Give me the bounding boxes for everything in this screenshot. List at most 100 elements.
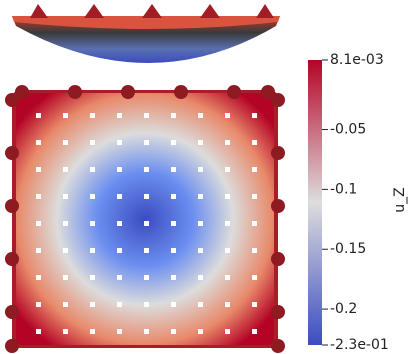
node (252, 194, 257, 199)
node (171, 221, 176, 226)
colorbar-tick-label: -0.1 (330, 181, 357, 197)
node (252, 140, 257, 145)
node (36, 302, 41, 307)
colorbar-tick-label: -0.15 (330, 241, 366, 257)
node (117, 329, 122, 334)
node (117, 248, 122, 253)
node (36, 248, 41, 253)
node (171, 275, 176, 280)
node (63, 221, 68, 226)
support (271, 305, 285, 319)
colorbar (308, 60, 322, 345)
node (171, 248, 176, 253)
node (117, 221, 122, 226)
node (36, 329, 41, 334)
node (171, 194, 176, 199)
node (225, 221, 230, 226)
node (144, 140, 149, 145)
node (252, 221, 257, 226)
bowl-supports (30, 4, 274, 18)
node (117, 113, 122, 118)
node (117, 167, 122, 172)
node (144, 329, 149, 334)
node (63, 275, 68, 280)
node (198, 329, 203, 334)
support (5, 305, 19, 319)
node (90, 302, 95, 307)
support (261, 85, 275, 99)
node (63, 248, 68, 253)
node (144, 275, 149, 280)
deformed-side-view (12, 4, 280, 63)
node (171, 167, 176, 172)
node (252, 302, 257, 307)
colorbar-tick-label: 8.1e-03 (330, 52, 384, 68)
node (63, 167, 68, 172)
support (5, 339, 19, 353)
support (271, 199, 285, 213)
node (198, 194, 203, 199)
node (36, 275, 41, 280)
node (117, 302, 122, 307)
node (225, 140, 230, 145)
node (117, 140, 122, 145)
node (198, 167, 203, 172)
support (271, 252, 285, 266)
colorbar-title: u_Z (392, 187, 408, 212)
support (5, 146, 19, 160)
node (63, 302, 68, 307)
node (144, 167, 149, 172)
node (144, 113, 149, 118)
node (144, 302, 149, 307)
plate-surface (16, 93, 274, 345)
support (5, 199, 19, 213)
node (225, 302, 230, 307)
support (271, 339, 285, 353)
support (5, 252, 19, 266)
node (63, 329, 68, 334)
node (63, 194, 68, 199)
node (63, 113, 68, 118)
node (225, 113, 230, 118)
node (90, 329, 95, 334)
node (144, 194, 149, 199)
node (36, 113, 41, 118)
colorbar-tick-label: -2.3e-01 (330, 337, 389, 353)
node (36, 140, 41, 145)
node (90, 275, 95, 280)
node (90, 140, 95, 145)
node (36, 194, 41, 199)
node (36, 221, 41, 226)
node (171, 329, 176, 334)
node (225, 275, 230, 280)
node (225, 248, 230, 253)
node (198, 140, 203, 145)
node (90, 221, 95, 226)
support (121, 85, 135, 99)
plate-top-view (5, 85, 285, 353)
support (174, 85, 188, 99)
node (171, 302, 176, 307)
node (198, 275, 203, 280)
node (225, 329, 230, 334)
node (36, 167, 41, 172)
node (252, 167, 257, 172)
visualization: u_Z 8.1e-03-0.05-0.1-0.15-0.2-2.3e-01 (0, 0, 414, 354)
node (117, 194, 122, 199)
node (63, 140, 68, 145)
support (227, 85, 241, 99)
node (198, 248, 203, 253)
support (68, 85, 82, 99)
node (90, 194, 95, 199)
colorbar-tick-label: -0.05 (330, 122, 366, 138)
node (171, 113, 176, 118)
node (252, 329, 257, 334)
node (144, 221, 149, 226)
node (198, 302, 203, 307)
node (225, 194, 230, 199)
node (252, 275, 257, 280)
node (198, 221, 203, 226)
node (90, 167, 95, 172)
node (171, 140, 176, 145)
node (144, 248, 149, 253)
